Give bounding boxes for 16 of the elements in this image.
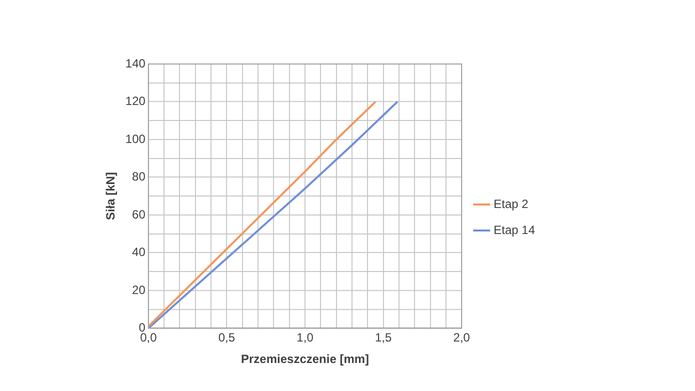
y-tick-label: 40 xyxy=(132,245,146,260)
y-tick-label: 120 xyxy=(125,94,146,108)
x-tick-label: 1,0 xyxy=(296,330,314,345)
y-tick-label: 100 xyxy=(125,132,146,146)
x-axis-title: Przemieszczenie [mm] xyxy=(240,352,370,366)
legend-label: Etap 14 xyxy=(494,222,536,237)
legend-label: Etap 2 xyxy=(494,196,529,211)
y-tick-label: 140 xyxy=(125,56,146,70)
y-tick-label: 60 xyxy=(132,207,146,222)
y-tick-label: 80 xyxy=(132,170,146,184)
y-axis-title: Siła [kN] xyxy=(104,172,118,220)
y-tick-label: 20 xyxy=(132,282,146,297)
x-tick-label: 2,0 xyxy=(453,330,470,345)
x-tick-label: 1,5 xyxy=(374,330,392,345)
x-tick-label: 0,5 xyxy=(218,330,236,345)
x-tick-label: 0,0 xyxy=(140,330,158,345)
